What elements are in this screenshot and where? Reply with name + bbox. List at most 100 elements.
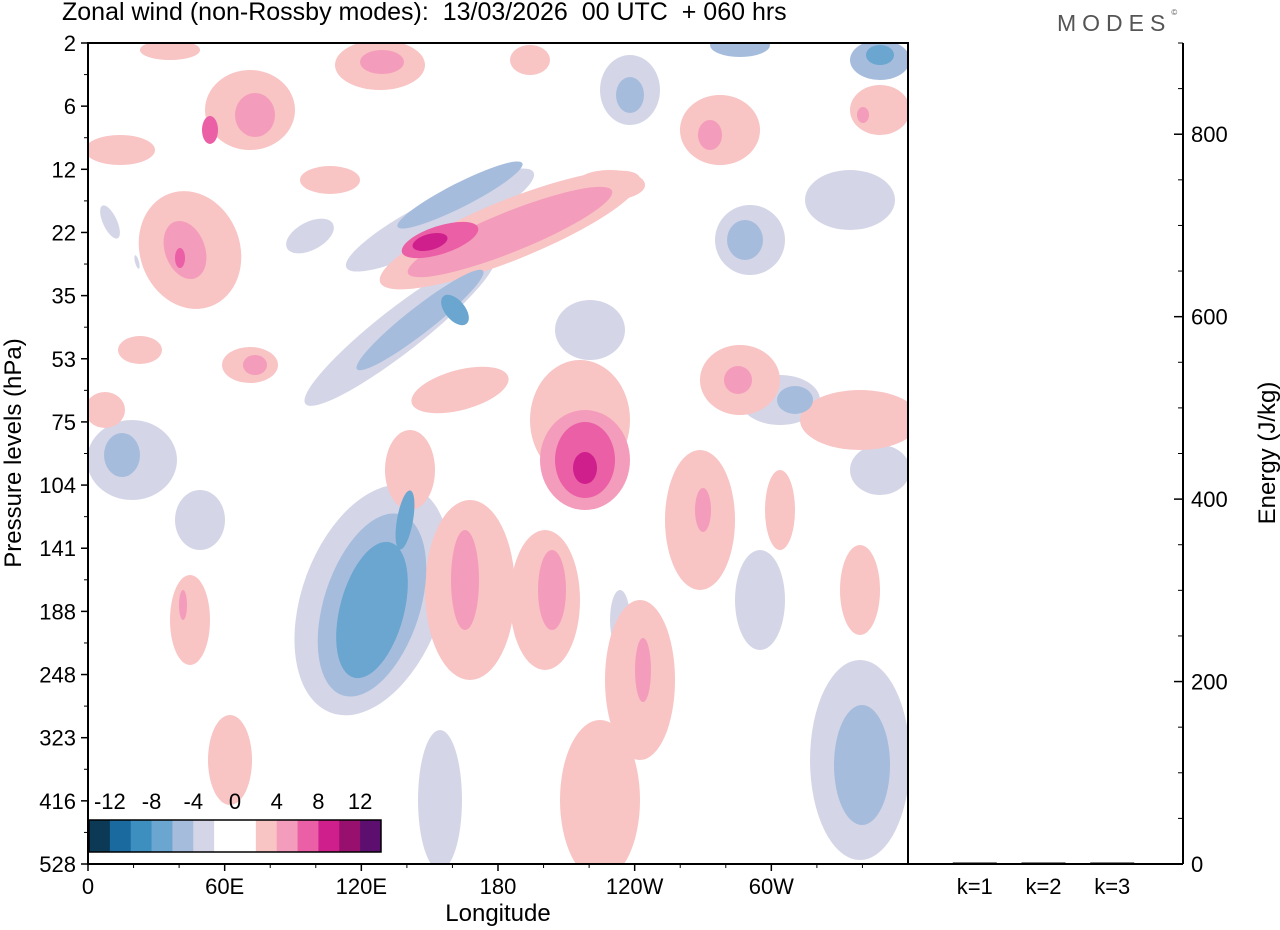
positive-contour-region — [724, 366, 752, 394]
energy-tick-label: 600 — [1191, 305, 1228, 330]
y-tick-label: 12 — [52, 157, 76, 182]
negative-contour-region — [616, 77, 644, 113]
colorbar-swatch — [235, 820, 257, 852]
positive-contour-region — [118, 336, 162, 364]
x-tick-label: 180 — [480, 874, 517, 899]
y-tick-label: 2 — [64, 31, 76, 56]
energy-tick-label: 200 — [1191, 670, 1228, 695]
colorbar-label: 8 — [312, 789, 324, 814]
positive-contour-region — [88, 392, 125, 428]
negative-contour-region — [104, 433, 140, 477]
positive-contour-region — [140, 43, 200, 60]
copyright-mark: © — [1171, 8, 1178, 17]
chart-title: Zonal wind (non-Rossby modes): 13/03/202… — [62, 0, 787, 26]
positive-contour-region — [695, 488, 711, 532]
positive-contour-region — [765, 470, 795, 550]
positive-contour-region — [300, 166, 360, 194]
positive-contour-region — [800, 390, 908, 450]
y-tick-label: 104 — [39, 473, 76, 498]
negative-contour-region — [345, 168, 535, 272]
negative-contour-region — [356, 269, 484, 371]
energy-tick-label: 800 — [1191, 122, 1228, 147]
negative-contour-region — [735, 550, 785, 650]
positive-contour-region — [202, 116, 218, 144]
positive-contour-region — [407, 186, 613, 278]
x-axis-title: Longitude — [445, 900, 550, 927]
negative-contour-region — [850, 445, 908, 495]
colorbar: -12 -8 -4 0 4 8 12 — [88, 789, 382, 853]
positive-contour-region — [857, 107, 869, 123]
positive-contour-region — [538, 550, 566, 630]
y-tick-label: 248 — [39, 663, 76, 688]
colorbar-swatch — [151, 820, 173, 852]
positive-contour-region — [163, 220, 207, 280]
positive-contour-region — [235, 93, 275, 137]
positive-contour-region — [179, 590, 187, 620]
energy-bar — [952, 862, 997, 864]
negative-contour-region — [555, 300, 625, 360]
colorbar-label: -12 — [94, 789, 126, 814]
x-tick-label: 120E — [336, 874, 387, 899]
positive-contour-region — [170, 575, 210, 665]
colorbar-label: 0 — [229, 789, 241, 814]
modes-logo: MODES© — [1057, 8, 1178, 37]
positive-contour-region — [175, 248, 185, 268]
negative-contour-region — [777, 386, 813, 414]
positive-contour-region — [573, 452, 597, 484]
colorbar-swatch — [89, 820, 111, 852]
y-axis-title: Pressure levels (hPa) — [0, 338, 27, 567]
colorbar-swatch — [214, 820, 236, 852]
x-tick-label: 60W — [749, 874, 794, 899]
negative-contour-region — [175, 490, 225, 550]
negative-contour-region — [397, 161, 523, 229]
negative-contour-region — [710, 43, 770, 57]
positive-contour-region — [698, 120, 722, 150]
positive-contour-region — [243, 355, 267, 375]
x-tick-label: 60E — [205, 874, 244, 899]
axes: 2 6 12 22 35 53 75 104 141 188 248 323 416 528 Pressur… — [0, 31, 1280, 927]
energy-tick-label: 400 — [1191, 487, 1228, 512]
y-tick-label: 75 — [52, 410, 76, 435]
negative-contour-region — [418, 730, 462, 864]
colorbar-label: 4 — [271, 789, 283, 814]
colorbar-swatch — [130, 820, 152, 852]
y-tick-label: 6 — [64, 94, 76, 119]
positive-contour-region — [840, 545, 880, 635]
y-tick-label: 323 — [39, 726, 76, 751]
negative-contour-region — [727, 220, 763, 260]
positive-contour-region — [635, 638, 651, 702]
energy-bar — [1090, 862, 1135, 864]
positive-contour-region — [88, 135, 155, 165]
negative-contour-region — [866, 45, 894, 65]
negative-contour-region — [100, 205, 120, 239]
negative-contour-region — [134, 255, 140, 269]
colorbar-swatch — [318, 820, 340, 852]
x-tick-label: 120W — [606, 874, 664, 899]
energy-bars: k=1 k=2 k=3 — [952, 862, 1135, 899]
positive-contour-region — [411, 366, 509, 414]
y-tick-label: 22 — [52, 220, 76, 245]
bar-category-label: k=3 — [1094, 874, 1130, 899]
energy-bar — [1021, 862, 1066, 864]
colorbar-swatch — [193, 820, 215, 852]
colorbar-swatch — [276, 820, 298, 852]
negative-contour-region — [805, 170, 895, 230]
negative-contour-region — [336, 541, 408, 679]
y-tick-label: 53 — [52, 347, 76, 372]
negative-contour-region — [395, 490, 415, 550]
negative-contour-region — [286, 218, 334, 254]
colorbar-swatch — [360, 820, 382, 852]
y-tick-label: 188 — [39, 599, 76, 624]
y-tick-label: 35 — [52, 284, 76, 309]
positive-contour-region — [385, 430, 435, 510]
colorbar-label: -4 — [184, 789, 204, 814]
negative-contour-region — [441, 294, 469, 326]
positive-contour-region — [451, 530, 479, 630]
colorbar-swatch — [339, 820, 361, 852]
colorbar-label: 12 — [348, 789, 372, 814]
negative-contour-region — [834, 705, 890, 825]
y-tick-label: 141 — [39, 536, 76, 561]
colorbar-swatch — [255, 820, 278, 852]
colorbar-swatch — [297, 820, 319, 852]
